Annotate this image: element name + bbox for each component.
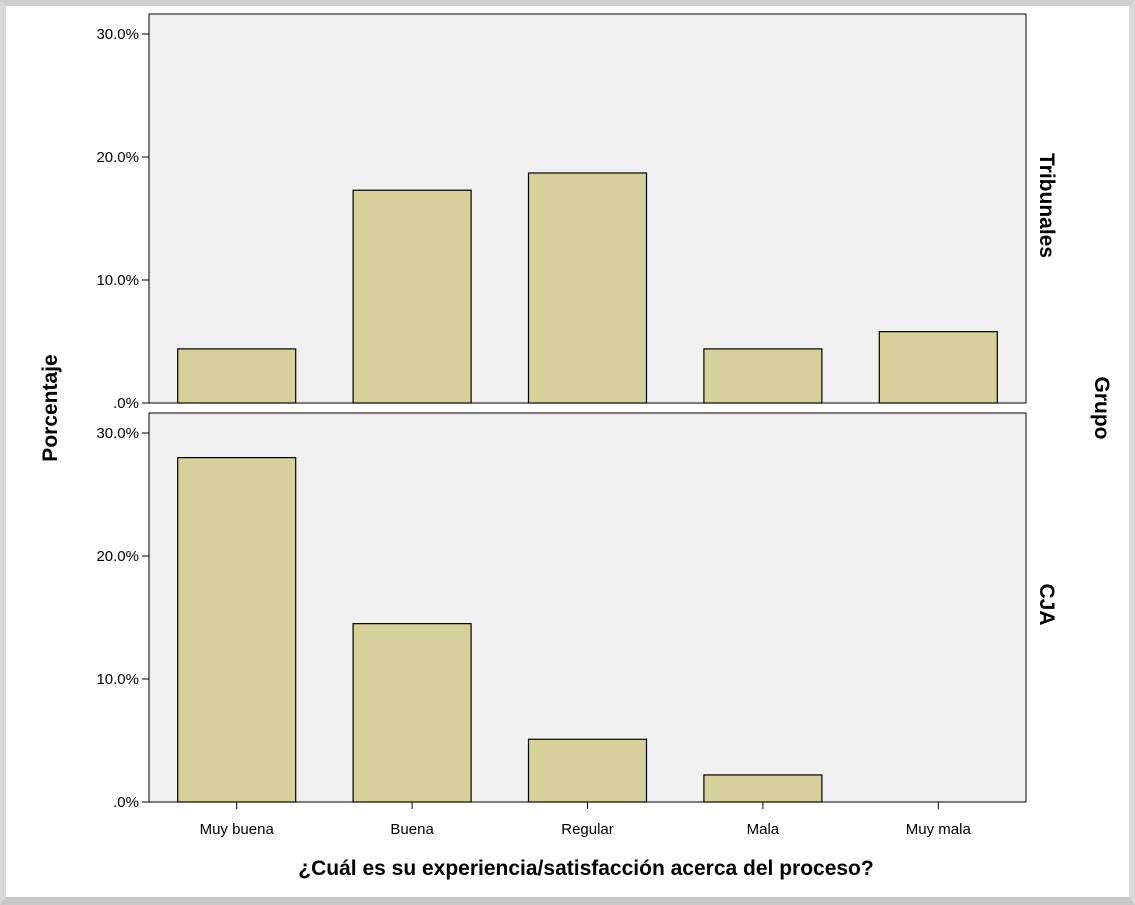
y-tick-label: 10.0%	[96, 272, 139, 289]
bar-tribunales-4	[878, 331, 998, 404]
bar-cja-1	[352, 623, 472, 803]
y-tick-label: .0%	[113, 794, 139, 811]
facet-title: Grupo	[1090, 377, 1113, 440]
y-tick-label: 20.0%	[96, 548, 139, 565]
y-tick-label: 30.0%	[96, 26, 139, 43]
x-tick-label: Muy buena	[200, 821, 275, 838]
bar-cja-2	[527, 738, 648, 803]
y-tick-label: 30.0%	[96, 425, 139, 442]
panel-label-tribunales: Tribunales	[1035, 153, 1058, 258]
panel-label-cja: CJA	[1035, 583, 1058, 625]
x-tick-label: Buena	[390, 821, 434, 838]
bar-cja-0	[177, 457, 297, 803]
chart: .0% 10.0% 20.0% 30.0% Tribunales .0% 10.0% 20.0…	[39, 13, 1113, 880]
bar-cja-3	[703, 774, 823, 803]
y-axis-title: Porcentaje	[39, 354, 62, 461]
bar-tribunales-0	[177, 348, 297, 404]
y-tick-label: 20.0%	[96, 149, 139, 166]
x-axis-title: ¿Cuál es su experiencia/satisfacción ace…	[298, 857, 873, 880]
bar-tribunales-2	[527, 172, 648, 404]
bar-tribunales-1	[352, 189, 472, 404]
y-tick-label: 10.0%	[96, 671, 139, 688]
y-tick-label: .0%	[113, 395, 139, 412]
x-tick-label: Muy mala	[906, 821, 972, 838]
x-tick-label: Regular	[561, 821, 614, 838]
x-tick-label: Mala	[747, 821, 780, 838]
bar-tribunales-3	[703, 348, 823, 404]
